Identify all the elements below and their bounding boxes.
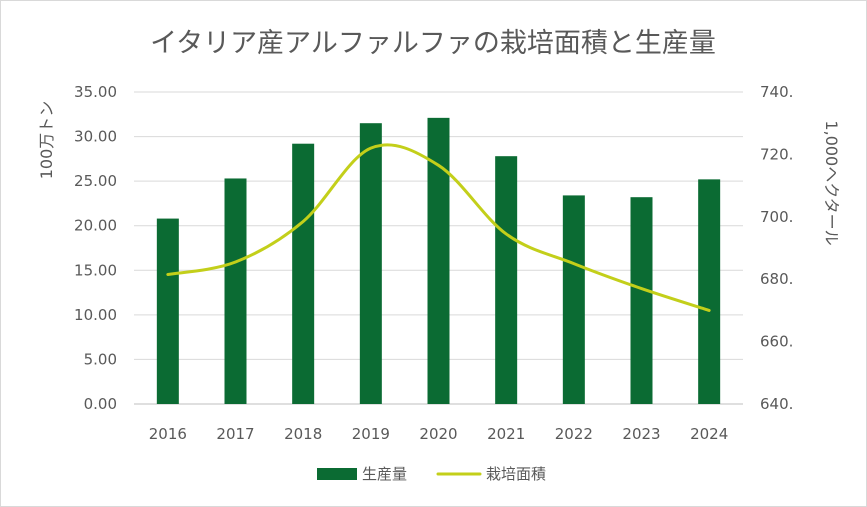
left-tick-label: 30.00 <box>74 128 117 146</box>
bar <box>495 156 518 404</box>
bar <box>359 123 382 404</box>
line-series <box>166 143 711 312</box>
x-tick-label: 2023 <box>622 425 660 443</box>
left-axis-ticks: 0.00 5.00 10.00 15.00 20.00 25.00 30.00 35.00 <box>74 83 117 413</box>
chart-title: イタリア産アルファルファの栽培面積と生産量 <box>150 28 716 59</box>
bar <box>562 195 585 404</box>
legend-bar-swatch <box>317 468 357 480</box>
x-tick-label: 2024 <box>690 425 728 443</box>
bar <box>427 117 450 404</box>
bar-series <box>156 117 721 404</box>
left-tick-label: 20.00 <box>74 217 117 235</box>
legend-line-label: 栽培面積 <box>486 465 546 483</box>
x-tick-label: 2016 <box>149 425 187 443</box>
right-tick-label: 640. <box>760 395 793 413</box>
right-axis-title: 1,000ヘクタール <box>822 120 841 245</box>
left-tick-label: 25.00 <box>74 172 117 190</box>
right-tick-label: 680. <box>760 270 793 288</box>
bar <box>156 218 179 404</box>
left-axis-title: 100万トン <box>37 101 56 180</box>
right-tick-label: 700. <box>760 208 793 226</box>
left-tick-label: 5.00 <box>84 350 117 368</box>
bar <box>698 179 721 404</box>
right-tick-label: 660. <box>760 333 793 351</box>
legend: 生産量 栽培面積 <box>317 465 546 483</box>
left-tick-label: 15.00 <box>74 261 117 279</box>
right-tick-label: 740. <box>760 83 793 101</box>
bar <box>224 178 247 404</box>
x-tick-label: 2021 <box>487 425 525 443</box>
left-tick-label: 0.00 <box>84 395 117 413</box>
series-line <box>166 143 711 312</box>
left-tick-label: 10.00 <box>74 306 117 324</box>
right-axis-ticks: 640. 660. 680. 700. 720. 740. <box>760 83 793 413</box>
x-tick-label: 2020 <box>419 425 457 443</box>
bar <box>292 143 315 404</box>
x-tick-label: 2017 <box>216 425 254 443</box>
x-tick-label: 2019 <box>352 425 390 443</box>
left-tick-label: 35.00 <box>74 83 117 101</box>
bar <box>630 197 653 404</box>
x-axis-ticks: 2016 2017 2018 2019 2020 2021 2022 2023 2024 <box>149 425 729 443</box>
x-tick-label: 2018 <box>284 425 322 443</box>
x-tick-label: 2022 <box>555 425 593 443</box>
right-tick-label: 720. <box>760 145 793 163</box>
legend-bar-label: 生産量 <box>362 465 407 483</box>
